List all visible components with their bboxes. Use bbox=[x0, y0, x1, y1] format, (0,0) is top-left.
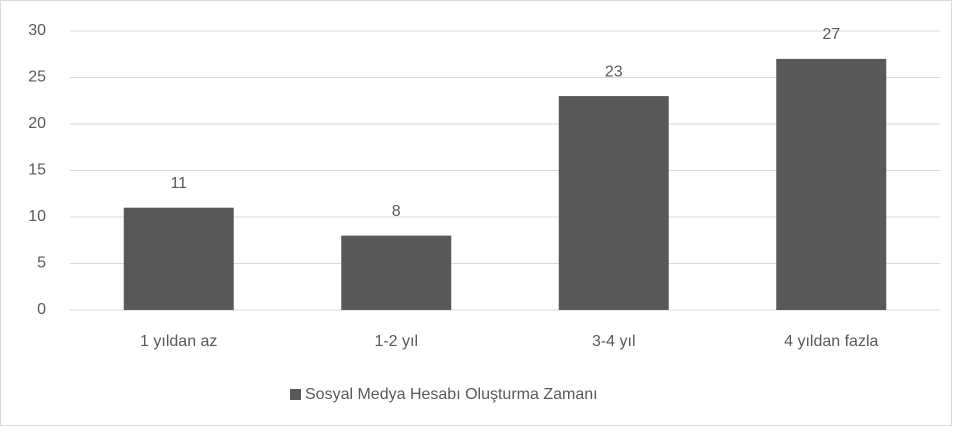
y-tick-label: 20 bbox=[28, 115, 46, 132]
legend-swatch bbox=[290, 389, 301, 400]
y-tick-label: 0 bbox=[37, 301, 46, 318]
x-tick-label: 3-4 yıl bbox=[592, 333, 636, 350]
data-label: 11 bbox=[170, 175, 187, 192]
x-tick-label: 1-2 yıl bbox=[374, 333, 418, 350]
y-tick-label: 10 bbox=[28, 208, 46, 225]
y-tick-label: 5 bbox=[37, 255, 46, 272]
data-label: 27 bbox=[822, 26, 840, 43]
y-tick-label: 30 bbox=[28, 22, 46, 39]
bar bbox=[776, 58, 887, 311]
bar bbox=[341, 235, 452, 310]
y-tick-label: 25 bbox=[28, 69, 46, 86]
data-label: 23 bbox=[605, 63, 623, 80]
x-tick-label: 1 yıldan az bbox=[140, 333, 217, 350]
bar bbox=[123, 207, 234, 310]
legend-label: Sosyal Medya Hesabı Oluşturma Zamanı bbox=[305, 386, 598, 403]
data-label: 8 bbox=[392, 203, 401, 220]
bar bbox=[558, 96, 669, 310]
x-tick-label: 4 yıldan fazla bbox=[784, 333, 878, 350]
y-tick-label: 15 bbox=[28, 162, 46, 179]
